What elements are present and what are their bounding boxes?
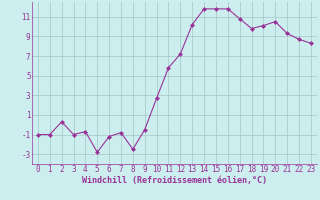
X-axis label: Windchill (Refroidissement éolien,°C): Windchill (Refroidissement éolien,°C)	[82, 176, 267, 185]
